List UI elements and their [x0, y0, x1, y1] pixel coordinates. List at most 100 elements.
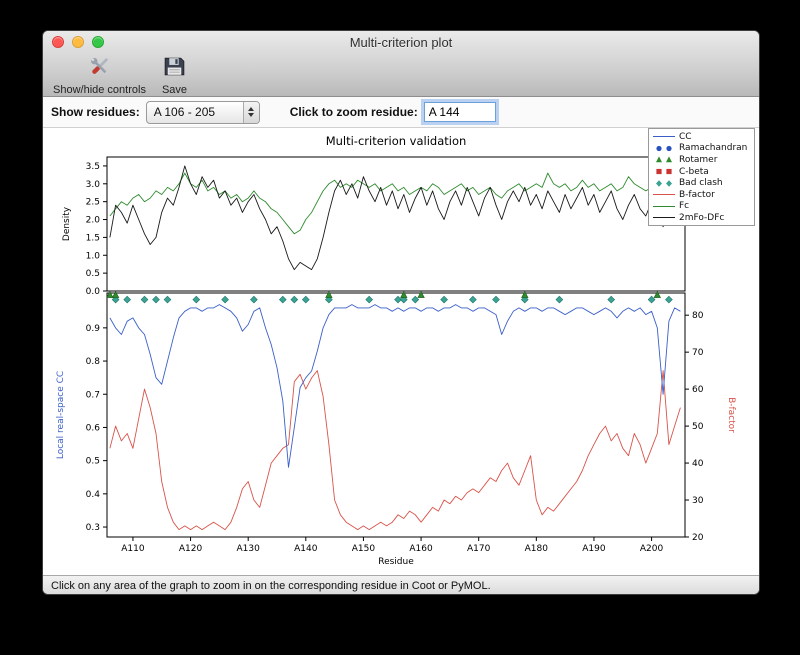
legend-label: Bad clash [679, 178, 723, 189]
svg-text:80: 80 [692, 311, 704, 321]
legend-item-rotamer: Rotamer [652, 154, 751, 166]
legend-glyph-triangles [656, 156, 672, 163]
save-button[interactable]: Save [162, 54, 187, 96]
stepper-arrows-icon [242, 101, 259, 123]
zoom-window-button[interactable] [92, 36, 104, 48]
save-icon [162, 54, 187, 84]
legend-item-cc: CC [652, 131, 751, 143]
svg-text:0.5: 0.5 [86, 457, 100, 467]
svg-text:A110: A110 [121, 544, 145, 554]
plot-panel: Multi-criterion validation 0.0 0.5 1.0 1.5 2… [43, 128, 759, 575]
marker-bad-clash [492, 295, 500, 304]
minimize-button[interactable] [72, 36, 84, 48]
svg-text:0.8: 0.8 [86, 357, 101, 367]
svg-text:A120: A120 [179, 544, 203, 554]
window-chrome: Multi-criterion plot [43, 31, 759, 97]
svg-text:A170: A170 [467, 544, 491, 554]
legend-item-fc: Fc [652, 201, 751, 213]
svg-text:3.0: 3.0 [86, 180, 101, 190]
marker-bad-clash [665, 295, 673, 304]
svg-text:0.5: 0.5 [86, 269, 100, 279]
marker-bad-clash [123, 295, 132, 304]
svg-text:A140: A140 [294, 544, 318, 554]
series-cc [109, 304, 681, 468]
series-2mfo-dfc [109, 165, 681, 271]
svg-text:0.3: 0.3 [86, 523, 100, 533]
marker-bad-clash [111, 295, 120, 304]
svg-text:2.5: 2.5 [86, 198, 100, 208]
marker-bad-clash [365, 295, 374, 304]
zoom-residue-label: Click to zoom residue: [289, 105, 418, 119]
svg-text:70: 70 [692, 348, 704, 358]
bottom-axes [106, 292, 686, 538]
legend-item-c-beta: C-beta [652, 166, 751, 178]
marker-bad-clash [469, 295, 477, 304]
residue-range-select[interactable]: A 106 - 205 [145, 100, 260, 124]
window-title: Multi-criterion plot [349, 34, 453, 50]
svg-text:1.5: 1.5 [86, 233, 100, 243]
legend-label: B-factor [679, 189, 715, 200]
marker-bad-clash [394, 295, 402, 304]
zoom-residue-input[interactable] [423, 102, 496, 122]
show-hide-controls-button[interactable]: Show/hide controls [53, 54, 146, 96]
status-text: Click on any area of the graph to zoom i… [51, 580, 491, 592]
title-bar[interactable]: Multi-criterion plot [43, 31, 759, 53]
legend-label: 2mFo-DFc [679, 212, 725, 223]
toolbar-item-label: Save [161, 84, 188, 96]
marker-rotamer [400, 290, 408, 298]
legend-glyph-line [653, 194, 675, 196]
marker-rotamer [106, 290, 114, 298]
svg-text:0.4: 0.4 [86, 490, 101, 500]
toolbar-item-label: Show/hide controls [53, 84, 146, 96]
marker-bad-clash [163, 295, 172, 304]
controls-bar: Show residues: A 106 - 205 Click to zoom… [43, 97, 759, 128]
marker-rotamer [325, 290, 333, 298]
marker-bad-clash [278, 295, 287, 304]
marker-bad-clash [301, 295, 310, 304]
legend-label: Rotamer [679, 154, 718, 165]
marker-bad-clash [411, 295, 420, 304]
svg-text:A180: A180 [525, 544, 549, 554]
svg-text:Local real-space CC: Local real-space CC [56, 371, 66, 459]
status-bar: Click on any area of the graph to zoom i… [43, 575, 759, 594]
svg-text:A160: A160 [409, 544, 433, 554]
marker-rotamer [521, 290, 529, 298]
residue-range-value: A 106 - 205 [153, 105, 216, 119]
svg-text:B-factor: B-factor [726, 397, 736, 433]
marker-bad-clash [647, 295, 656, 304]
marker-bad-clash [192, 295, 201, 304]
legend-glyph-squares [656, 168, 672, 175]
top-axes [106, 156, 686, 292]
legend-item-b-factor: B-factor [652, 189, 751, 201]
legend-label: Ramachandran [679, 143, 748, 154]
svg-text:20: 20 [692, 533, 704, 543]
legend-item-ramachandran: Ramachandran [652, 143, 751, 155]
svg-text:0.6: 0.6 [86, 423, 101, 433]
marker-rotamer [417, 290, 425, 298]
marker-bad-clash [221, 295, 229, 304]
chart-legend: CC Ramachandran Rotamer C-beta Bad clash B-fa… [648, 128, 755, 226]
app-window: Multi-criterion plot [42, 30, 760, 595]
svg-text:A150: A150 [352, 544, 376, 554]
legend-glyph-circles [656, 145, 672, 151]
legend-item-2mfo-dfc: 2mFo-DFc [652, 212, 751, 224]
marker-rotamer [653, 290, 662, 298]
marker-bad-clash [607, 295, 616, 304]
marker-bad-clash [140, 295, 149, 304]
series-b-factor [109, 370, 681, 531]
traffic-lights [52, 36, 104, 48]
close-button[interactable] [52, 36, 64, 48]
svg-text:2.0: 2.0 [86, 216, 101, 226]
svg-text:A130: A130 [237, 544, 261, 554]
svg-text:0.0: 0.0 [86, 287, 101, 297]
svg-text:0.7: 0.7 [86, 390, 100, 400]
marker-bad-clash [440, 295, 448, 304]
svg-text:30: 30 [692, 496, 704, 506]
marker-rotamer [111, 290, 120, 298]
legend-glyph-line [653, 136, 675, 138]
svg-text:50: 50 [692, 422, 704, 432]
legend-glyph-line [653, 217, 675, 219]
marker-bad-clash [152, 295, 160, 304]
legend-label: C-beta [679, 166, 709, 177]
legend-glyph-diamonds [656, 179, 672, 187]
